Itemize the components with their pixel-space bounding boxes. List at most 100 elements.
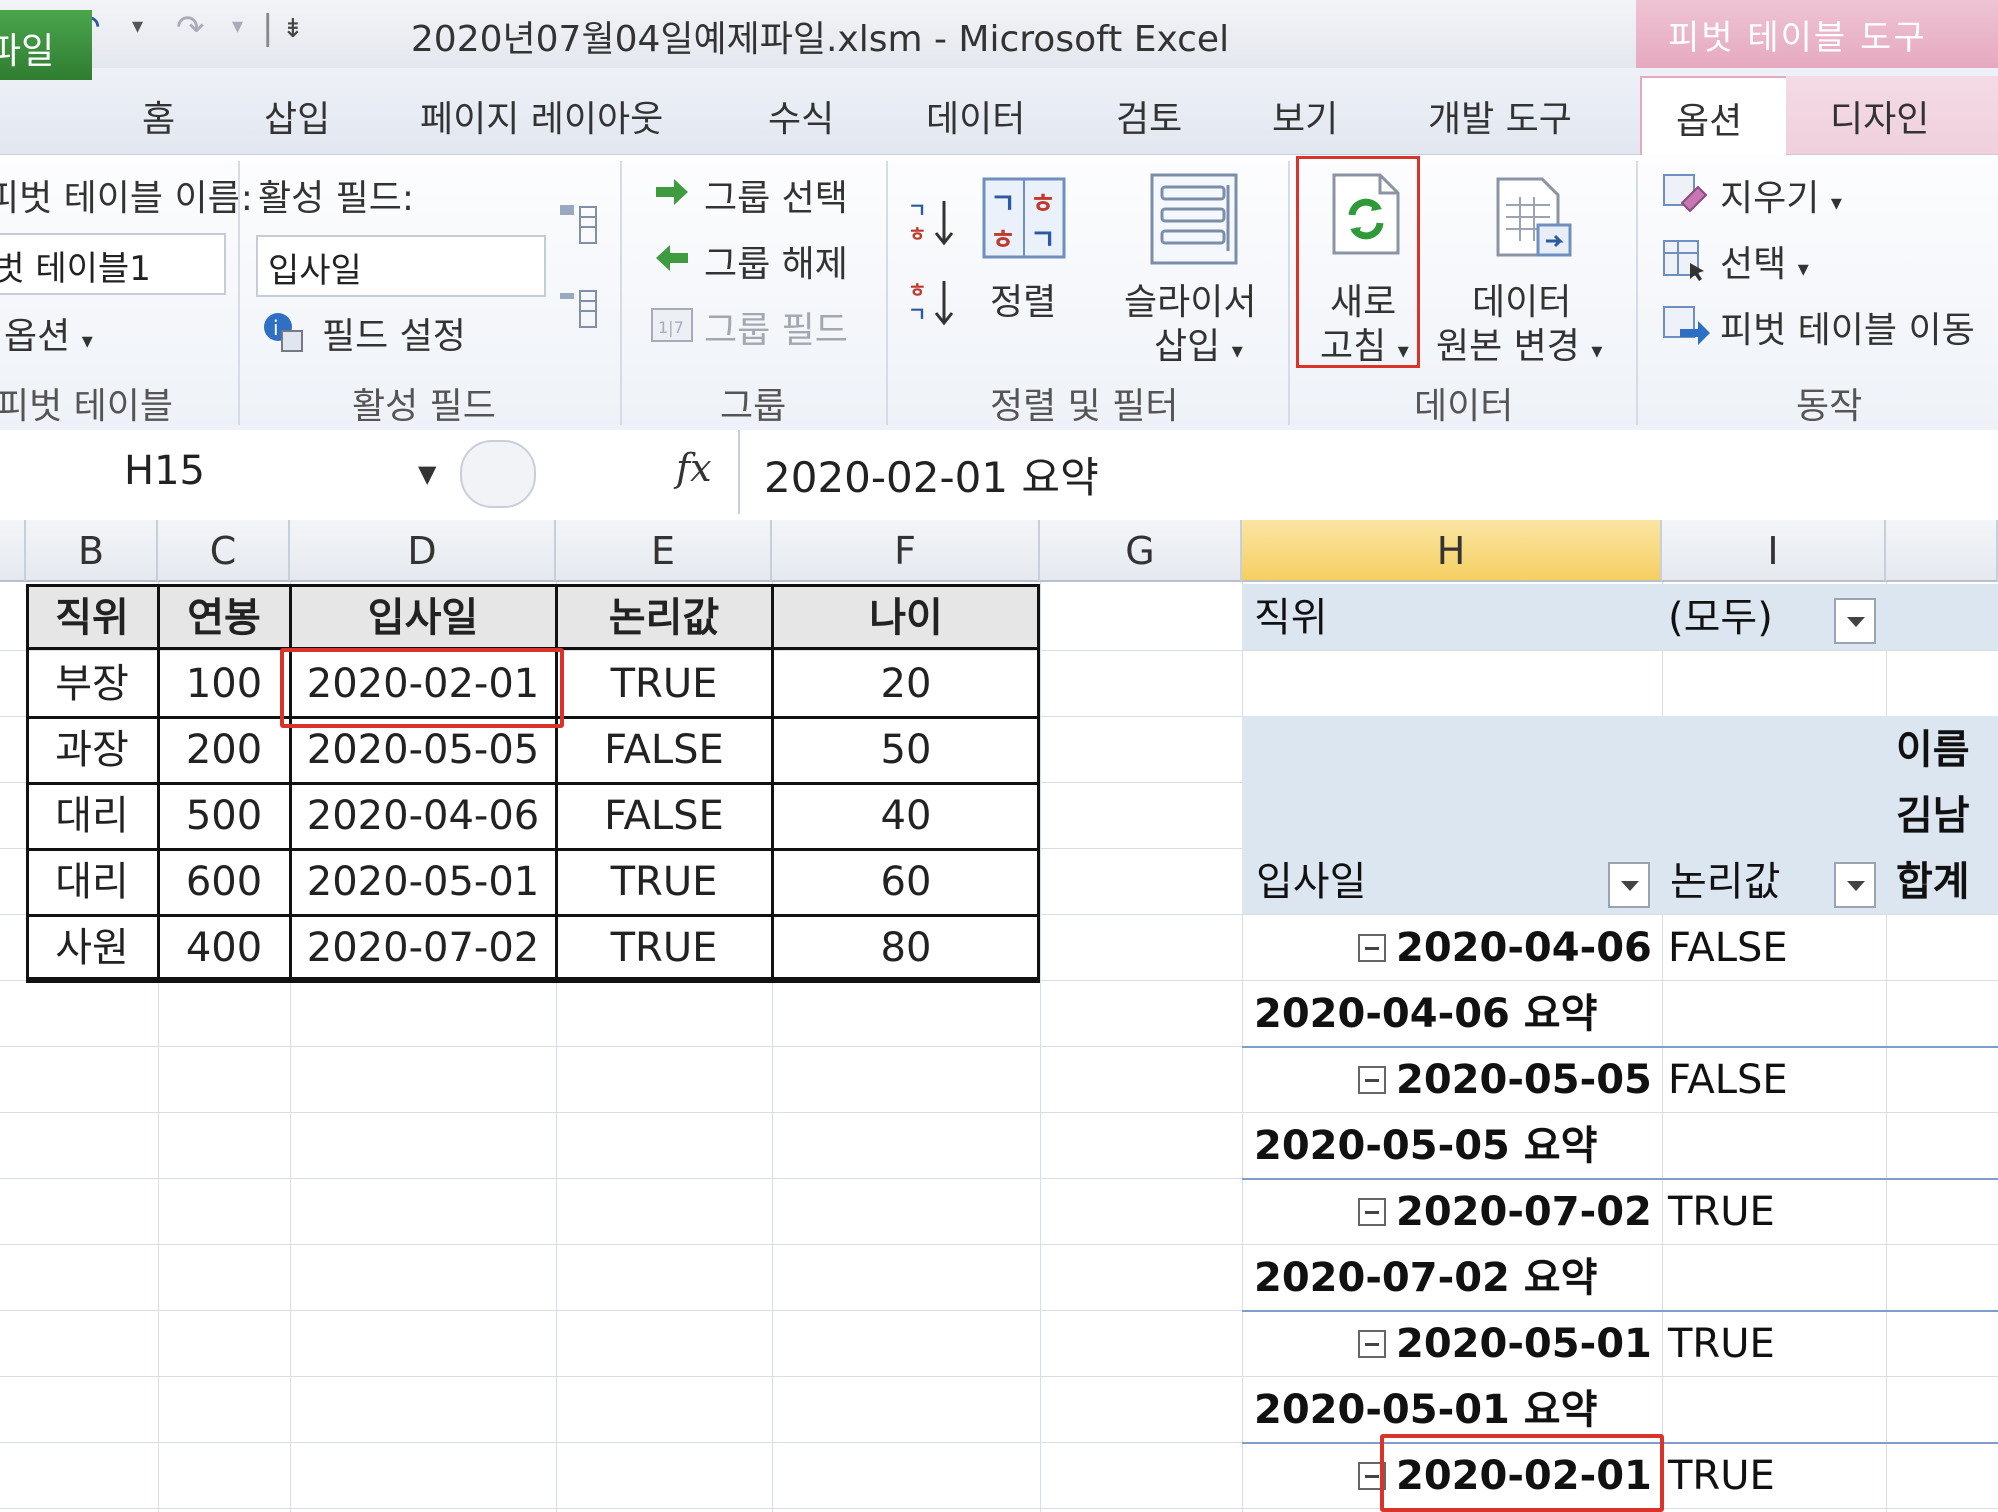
tab-page-layout[interactable]: 페이지 레이아웃 (420, 99, 664, 140)
date-field-dropdown-button[interactable] (1608, 862, 1650, 908)
change-data-source-line2[interactable]: 원본 변경 ▾ (1436, 326, 1603, 367)
table-cell-position[interactable]: 대리 (55, 793, 129, 839)
pivot-row-summary[interactable]: 2020-04-06 요약 (1254, 991, 1598, 1037)
table-cell-salary[interactable]: 500 (185, 793, 263, 839)
table-cell-hire-date[interactable]: 2020-05-01 (306, 859, 540, 905)
insert-function-icon[interactable]: fx (676, 446, 712, 490)
col-header-j[interactable] (1886, 520, 1998, 582)
table-cell-age[interactable]: 20 (880, 661, 932, 707)
name-box[interactable]: H15 ▼ (0, 436, 446, 508)
tab-data[interactable]: 데이터 (926, 99, 1026, 140)
collapse-minus-icon[interactable] (1358, 1198, 1386, 1226)
tab-view[interactable]: 보기 (1272, 99, 1339, 140)
table-cell-salary[interactable]: 200 (185, 727, 263, 773)
slicer-button[interactable]: 슬라이서 (1124, 282, 1257, 323)
table-cell-age[interactable]: 50 (880, 727, 932, 773)
redo-icon[interactable]: ↷ (176, 8, 205, 48)
table-cell-age[interactable]: 80 (880, 925, 932, 971)
expand-field-icon[interactable] (554, 199, 602, 249)
tab-developer[interactable]: 개발 도구 (1428, 99, 1572, 140)
name-box-dropdown-icon[interactable]: ▼ (418, 460, 437, 488)
refresh-button[interactable]: 새로 (1330, 282, 1397, 323)
slicer-button-line2[interactable]: 삽입 ▾ (1154, 326, 1243, 367)
filter-dropdown-button[interactable] (1834, 598, 1876, 644)
select-all-corner[interactable] (0, 520, 26, 582)
redo-dropdown-icon[interactable]: ▾ (232, 14, 244, 39)
collapse-minus-icon[interactable] (1358, 1066, 1386, 1094)
tab-file[interactable]: 파일 (0, 10, 92, 80)
logic-field-dropdown-button[interactable] (1834, 862, 1876, 908)
clear-button[interactable]: 지우기 ▾ (1720, 178, 1842, 219)
table-cell-hire-date[interactable]: 2020-05-05 (306, 727, 540, 773)
slicer-icon[interactable] (1148, 171, 1240, 271)
tab-review[interactable]: 검토 (1116, 99, 1183, 140)
customize-qat-icon[interactable]: ⇟ (282, 14, 304, 44)
tab-formulas[interactable]: 수식 (768, 99, 835, 140)
refresh-button-line2[interactable]: 고침 ▾ (1320, 326, 1409, 367)
change-data-source-button[interactable]: 데이터 (1472, 282, 1572, 323)
table-cell-salary[interactable]: 400 (185, 925, 263, 971)
refresh-icon[interactable] (1330, 171, 1402, 261)
group-select-button[interactable]: 그룹 선택 (704, 178, 848, 219)
undo-dropdown-icon[interactable]: ▾ (132, 14, 144, 39)
table-cell-position[interactable]: 부장 (55, 661, 129, 707)
field-settings-icon[interactable]: i (262, 311, 304, 357)
pivot-row-summary[interactable]: 2020-05-05 요약 (1254, 1123, 1598, 1169)
table-header-age[interactable]: 나이 (869, 595, 943, 641)
col-header-b[interactable]: B (26, 520, 158, 582)
field-settings-button[interactable]: 필드 설정 (322, 316, 466, 357)
formula-input[interactable]: 2020-02-01 요약 (764, 453, 1099, 502)
pivot-row-date[interactable]: 2020-05-05 (1396, 1057, 1652, 1103)
pivot-row-date[interactable]: 2020-07-02 (1396, 1189, 1652, 1235)
collapse-minus-icon[interactable] (1358, 1330, 1386, 1358)
table-header-logic[interactable]: 논리값 (608, 595, 720, 641)
pivot-row-date[interactable]: 2020-05-01 (1396, 1321, 1652, 1367)
pivot-row-date[interactable]: 2020-02-01 (1396, 1453, 1652, 1499)
move-pivot-table-button[interactable]: 피벗 테이블 이동 (1720, 310, 1975, 351)
collapse-minus-icon[interactable] (1358, 934, 1386, 962)
pivot-row-date[interactable]: 2020-04-06 (1396, 925, 1652, 971)
col-header-e[interactable]: E (556, 520, 772, 582)
sort-button[interactable]: 정렬 (990, 282, 1057, 323)
table-cell-age[interactable]: 40 (880, 793, 932, 839)
pivot-row-value[interactable]: TRUE (1668, 1453, 1775, 1499)
table-cell-hire-date[interactable]: 2020-04-06 (306, 793, 540, 839)
table-cell-hire-date[interactable]: 2020-07-02 (306, 925, 540, 971)
table-header-position[interactable]: 직위 (55, 595, 129, 641)
tab-insert[interactable]: 삽입 (264, 99, 331, 140)
pivot-options-button[interactable]: 옵션 ▾ (4, 316, 93, 357)
table-cell-logic[interactable]: TRUE (610, 661, 718, 707)
table-cell-position[interactable]: 사원 (55, 925, 129, 971)
pivot-row-summary[interactable]: 2020-05-01 요약 (1254, 1387, 1598, 1433)
change-data-source-icon[interactable] (1494, 175, 1574, 263)
pivot-row-summary[interactable]: 2020-07-02 요약 (1254, 1255, 1598, 1301)
table-cell-hire-date[interactable]: 2020-02-01 (306, 661, 540, 707)
table-cell-logic[interactable]: FALSE (604, 727, 724, 773)
table-header-hire-date[interactable]: 입사일 (367, 595, 479, 641)
col-header-i[interactable]: I (1662, 520, 1886, 582)
table-cell-salary[interactable]: 100 (185, 661, 263, 707)
pivot-filter-value[interactable]: (모두) (1668, 595, 1773, 641)
select-button[interactable]: 선택 ▾ (1720, 244, 1809, 285)
tab-options[interactable]: 옵션 (1640, 76, 1788, 158)
tab-design[interactable]: 디자인 (1786, 76, 1998, 154)
pivot-row-value[interactable]: FALSE (1668, 925, 1788, 971)
table-cell-logic[interactable]: FALSE (604, 793, 724, 839)
active-field-input[interactable]: 입사일 (256, 235, 546, 297)
formula-bar-resize-handle[interactable] (460, 440, 536, 508)
table-cell-position[interactable]: 대리 (55, 859, 129, 905)
table-cell-logic[interactable]: TRUE (610, 859, 718, 905)
tab-home[interactable]: 홈 (142, 99, 176, 140)
group-field-button[interactable]: 그룹 필드 (704, 310, 848, 351)
col-header-c[interactable]: C (158, 520, 290, 582)
table-cell-logic[interactable]: TRUE (610, 925, 718, 971)
pivot-row-value[interactable]: FALSE (1668, 1057, 1788, 1103)
col-header-h[interactable]: H (1242, 520, 1662, 582)
ungroup-button[interactable]: 그룹 해제 (704, 244, 848, 285)
table-cell-salary[interactable]: 600 (185, 859, 263, 905)
col-header-f[interactable]: F (772, 520, 1040, 582)
table-cell-position[interactable]: 과장 (55, 727, 129, 773)
